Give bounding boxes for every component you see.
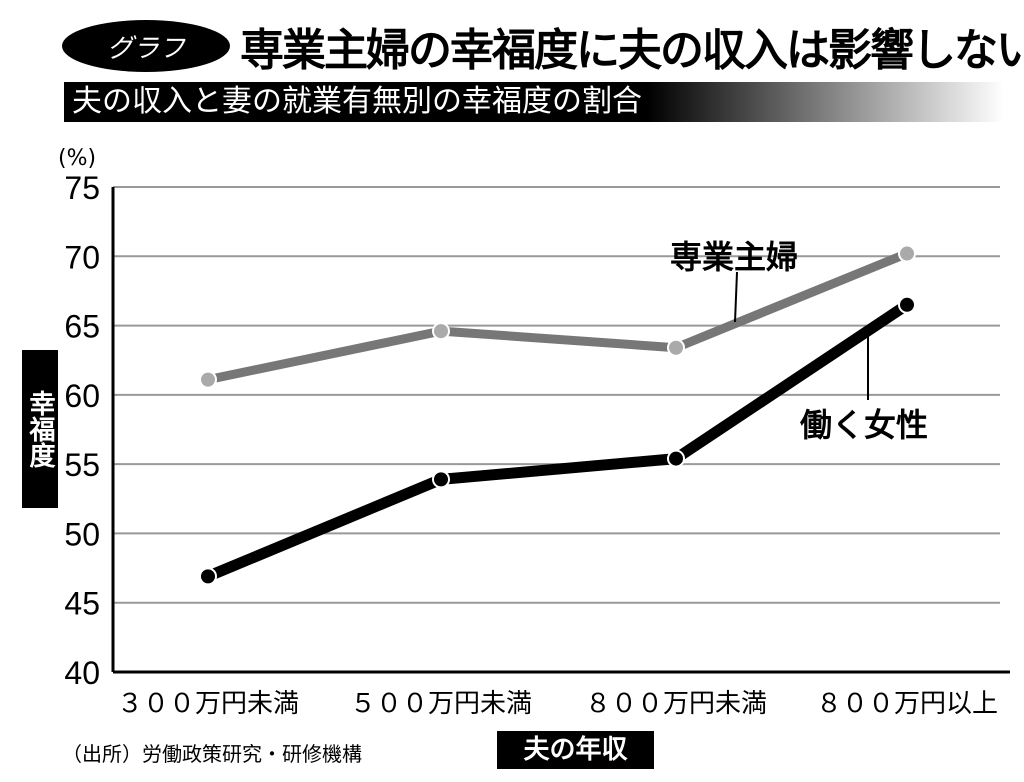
chart-title: 夫の収入と妻の就業有無別の幸福度の割合 bbox=[64, 82, 1004, 122]
data-point bbox=[898, 295, 916, 314]
data-point bbox=[667, 449, 685, 468]
y-unit-label: (%) bbox=[58, 146, 96, 171]
data-point bbox=[432, 470, 450, 489]
y-axis-label: 幸福度 bbox=[22, 350, 58, 508]
data-point bbox=[199, 370, 217, 389]
y-tick-label: 75 bbox=[64, 170, 100, 206]
x-tick-label: ８００万円以上 bbox=[816, 689, 998, 719]
y-tick-label: 40 bbox=[64, 655, 100, 691]
y-tick-label: 60 bbox=[64, 378, 100, 414]
series-label: 専業主婦 bbox=[670, 238, 798, 276]
leader-line bbox=[734, 271, 738, 323]
y-tick-label: 55 bbox=[64, 447, 100, 483]
graph-badge: グラフ bbox=[62, 20, 230, 72]
data-point bbox=[432, 322, 450, 341]
series-line bbox=[207, 249, 909, 385]
x-tick-label: ５００万円未満 bbox=[350, 689, 532, 719]
data-point bbox=[199, 567, 217, 586]
y-tick-label: 65 bbox=[64, 309, 100, 345]
data-point bbox=[898, 244, 916, 263]
y-tick-label: 70 bbox=[64, 239, 100, 275]
series-label: 働く女性 bbox=[800, 406, 928, 444]
headline: 専業主婦の幸福度に夫の収入は影響しない bbox=[240, 25, 1024, 76]
y-tick-label: 50 bbox=[64, 516, 100, 552]
data-point bbox=[667, 338, 685, 357]
x-axis-label: 夫の年収 bbox=[497, 731, 654, 769]
x-tick-label: ８００万円未満 bbox=[585, 689, 767, 719]
y-tick-label: 45 bbox=[64, 586, 100, 622]
series-line bbox=[205, 300, 911, 582]
source-note: （出所）労働政策研究・研修機構 bbox=[62, 742, 362, 766]
x-tick-label: ３００万円未満 bbox=[117, 689, 299, 719]
